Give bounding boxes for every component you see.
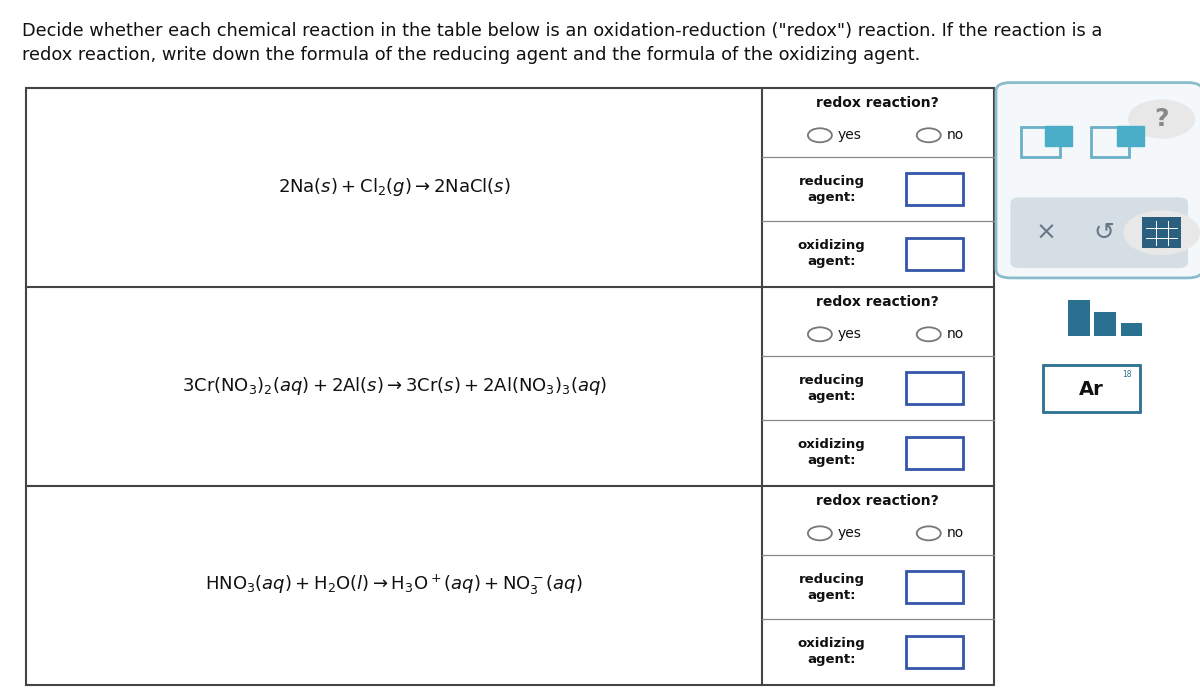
- Text: $3\mathrm{Cr}(\mathrm{NO}_3)_2(aq) + 2\mathrm{Al}(s) \rightarrow 3\mathrm{Cr}(s): $3\mathrm{Cr}(\mathrm{NO}_3)_2(aq) + 2\m…: [181, 375, 607, 397]
- FancyBboxPatch shape: [1043, 365, 1140, 412]
- Text: redox reaction?: redox reaction?: [816, 494, 940, 508]
- FancyBboxPatch shape: [1142, 217, 1181, 248]
- Bar: [1121, 323, 1142, 336]
- FancyBboxPatch shape: [1117, 126, 1144, 146]
- Text: redox reaction?: redox reaction?: [816, 97, 940, 111]
- Text: $2\mathrm{Na}(s) + \mathrm{Cl}_2(g) \rightarrow 2\mathrm{NaCl}(s)$: $2\mathrm{Na}(s) + \mathrm{Cl}_2(g) \rig…: [278, 176, 510, 198]
- FancyBboxPatch shape: [906, 437, 964, 468]
- Text: no: no: [947, 128, 964, 142]
- Text: oxidizing
agent:: oxidizing agent:: [798, 637, 865, 666]
- Text: Ar: Ar: [1079, 380, 1104, 399]
- Circle shape: [1123, 210, 1200, 255]
- Text: yes: yes: [838, 128, 862, 142]
- FancyBboxPatch shape: [906, 238, 964, 270]
- Text: reducing
agent:: reducing agent:: [798, 573, 864, 601]
- Text: no: no: [947, 526, 964, 540]
- Bar: [1094, 312, 1116, 336]
- FancyBboxPatch shape: [906, 372, 964, 404]
- Text: redox reaction, write down the formula of the reducing agent and the formula of : redox reaction, write down the formula o…: [22, 46, 920, 64]
- FancyBboxPatch shape: [906, 636, 964, 668]
- Text: reducing
agent:: reducing agent:: [798, 374, 864, 402]
- Text: reducing
agent:: reducing agent:: [798, 174, 864, 204]
- Text: Decide whether each chemical reaction in the table below is an oxidation-reducti: Decide whether each chemical reaction in…: [22, 22, 1102, 41]
- FancyBboxPatch shape: [1010, 197, 1188, 268]
- Text: ?: ?: [1154, 107, 1169, 131]
- Text: redox reaction?: redox reaction?: [816, 295, 940, 309]
- Circle shape: [1128, 99, 1195, 139]
- FancyBboxPatch shape: [996, 83, 1200, 278]
- Text: oxidizing
agent:: oxidizing agent:: [798, 239, 865, 268]
- Text: yes: yes: [838, 328, 862, 342]
- FancyBboxPatch shape: [906, 571, 964, 603]
- Text: no: no: [947, 328, 964, 342]
- Text: yes: yes: [838, 526, 862, 540]
- FancyBboxPatch shape: [1045, 126, 1072, 146]
- Bar: [1068, 300, 1090, 336]
- Text: ↺: ↺: [1093, 220, 1115, 245]
- Text: ×: ×: [1036, 220, 1057, 245]
- Text: $\mathrm{HNO}_3(aq) + \mathrm{H}_2\mathrm{O}(l) \rightarrow \mathrm{H}_3\mathrm{: $\mathrm{HNO}_3(aq) + \mathrm{H}_2\mathr…: [205, 573, 583, 597]
- FancyBboxPatch shape: [906, 173, 964, 205]
- Text: 18: 18: [1122, 370, 1132, 379]
- Text: oxidizing
agent:: oxidizing agent:: [798, 438, 865, 467]
